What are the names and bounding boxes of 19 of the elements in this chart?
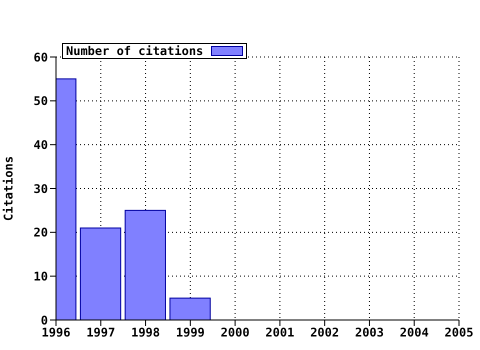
y-tick-label: 10 [34,269,48,284]
y-tick-label: 60 [34,50,48,64]
y-tick-label: 50 [34,94,48,108]
y-tick-label: 40 [34,138,48,152]
x-tick-label: 2005 [444,326,474,340]
x-tick-label: 1997 [86,326,116,340]
y-axis-title: Citations [1,156,16,222]
x-tick-label: 2004 [400,326,429,340]
x-tick-label: 1996 [42,326,70,340]
legend-label: Number of citations [66,44,204,58]
y-tick-label: 30 [34,182,48,196]
x-tick-label: 2001 [265,326,294,340]
x-tick-label: 2002 [310,326,340,340]
x-tick-label: 1998 [131,326,160,340]
y-tick-label: 20 [34,226,48,240]
x-tick-label: 2000 [220,326,250,340]
x-tick-label: 2003 [354,326,384,340]
y-tick-label: 0 [40,313,48,328]
x-tick-label: 1999 [176,326,205,340]
